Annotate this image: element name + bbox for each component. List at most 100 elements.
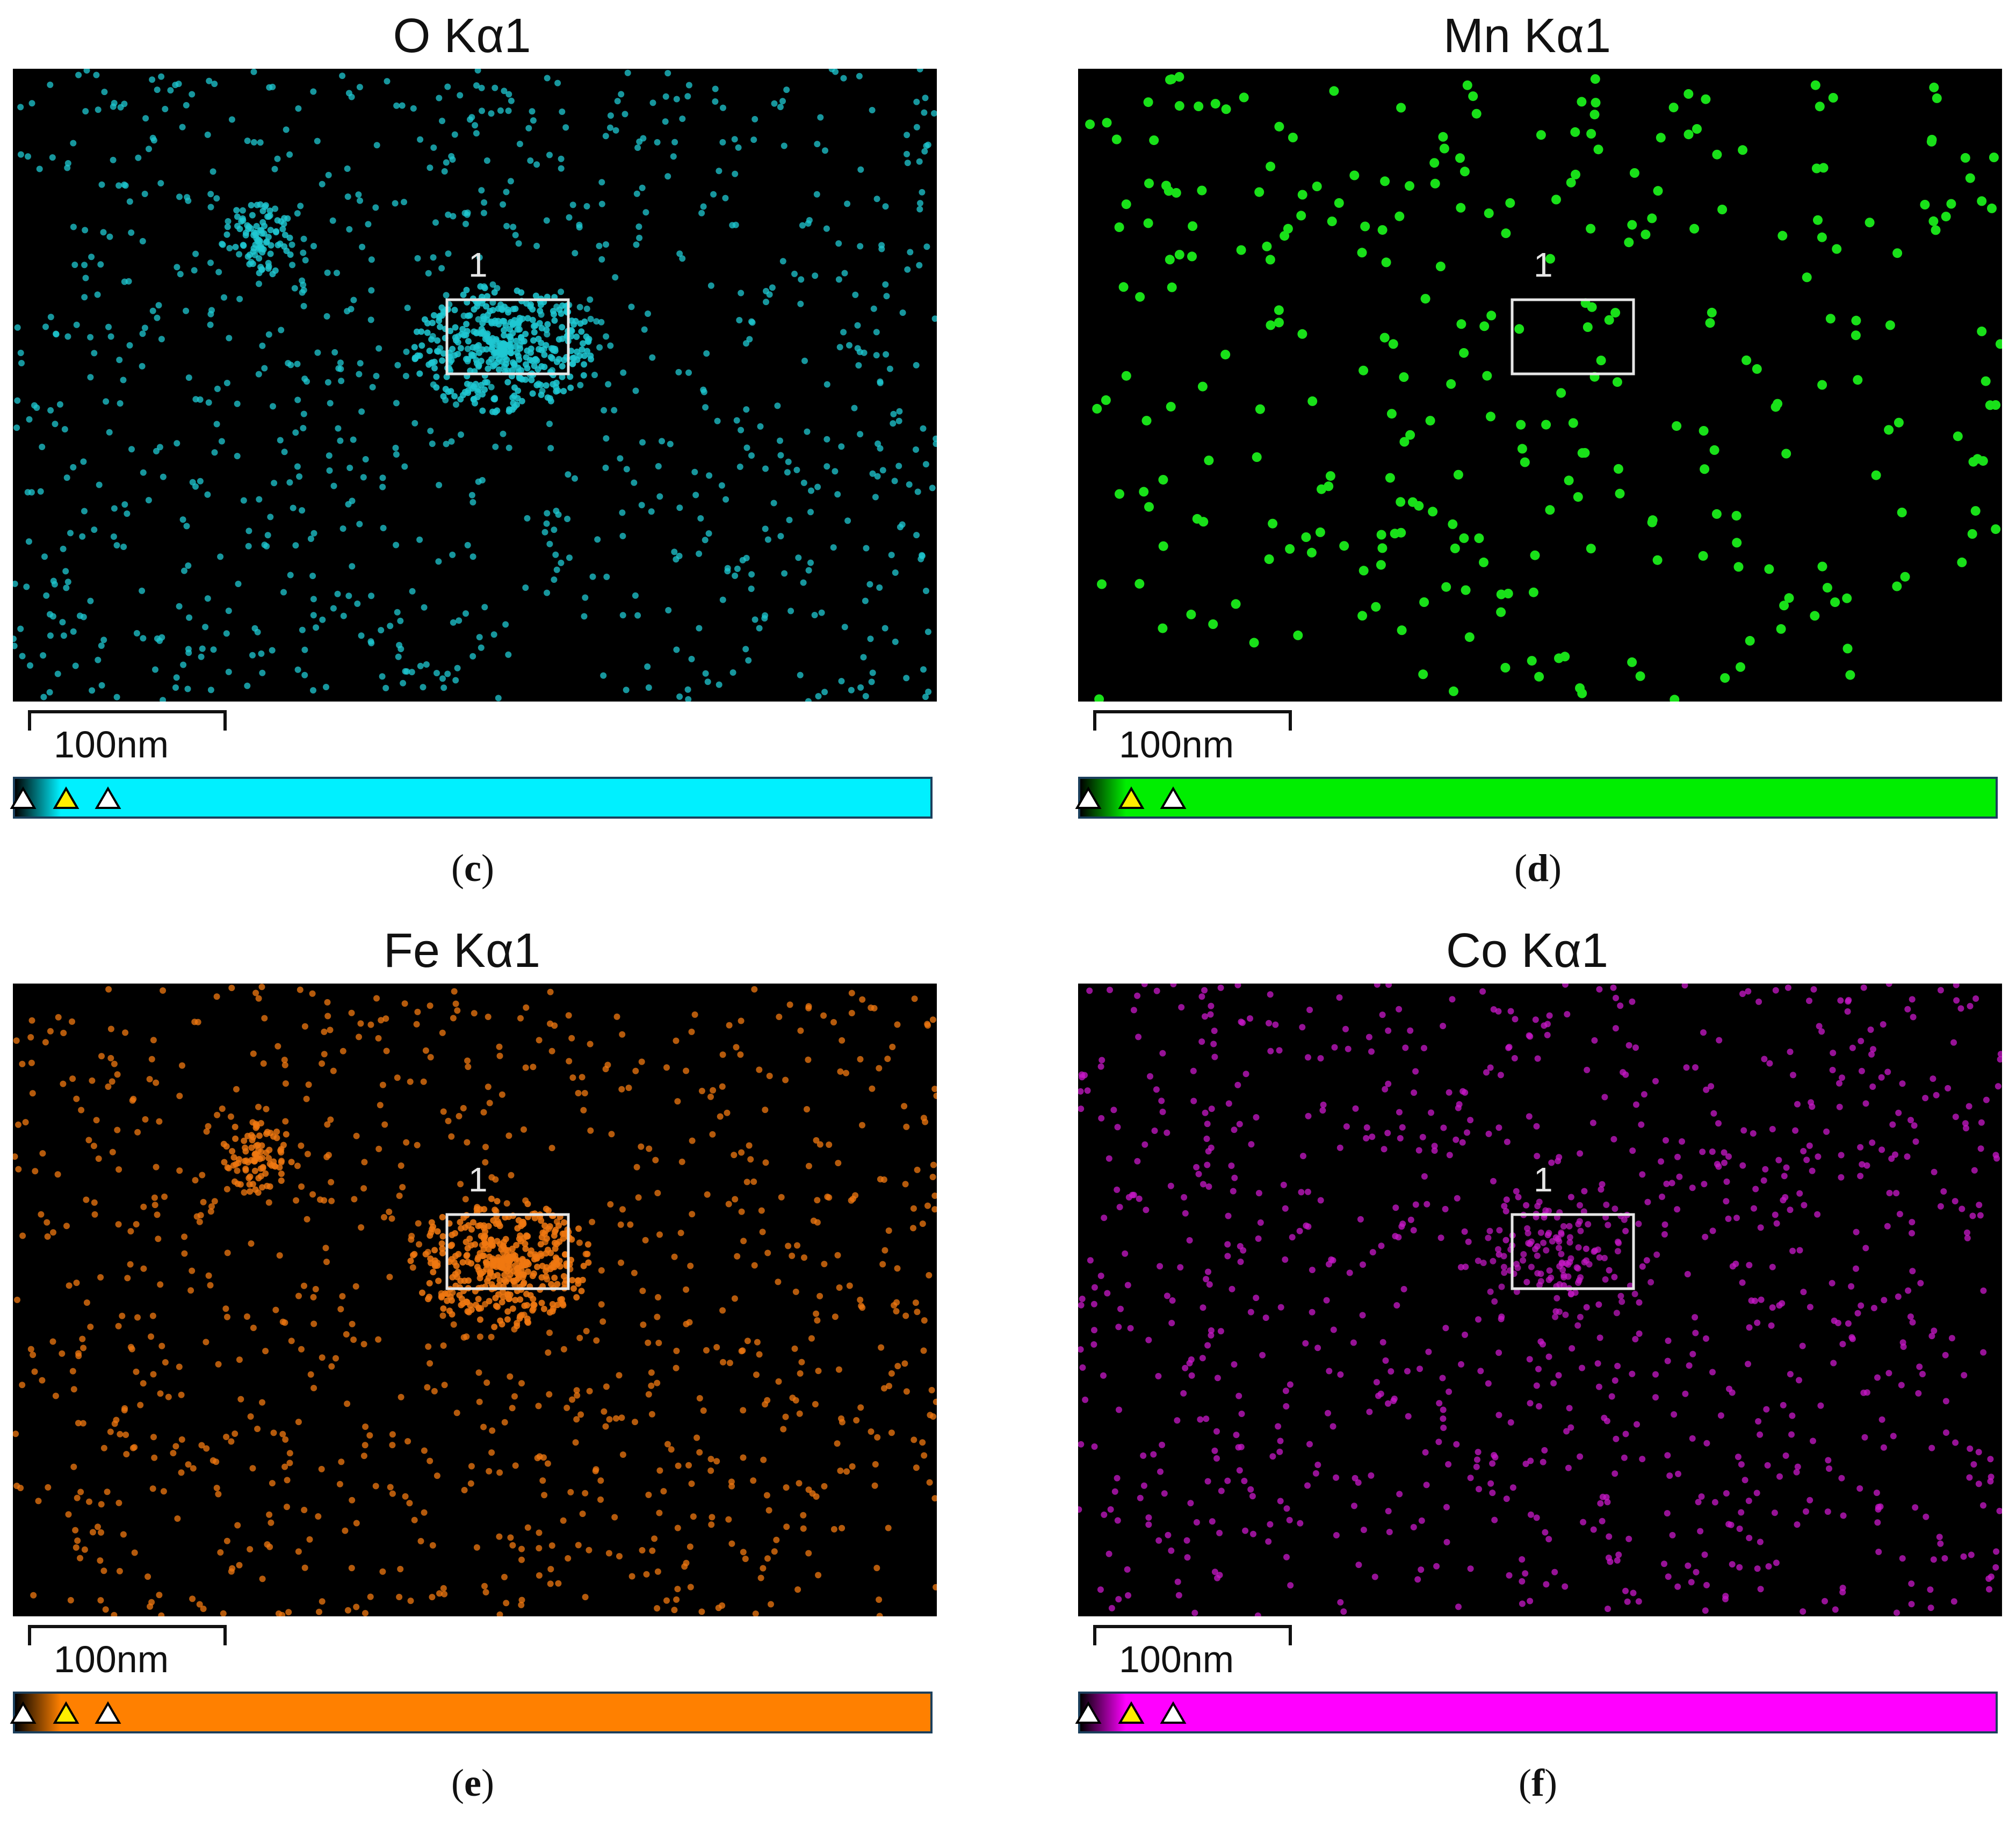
signal-dot <box>452 1253 459 1260</box>
signal-dot <box>1932 93 1942 103</box>
signal-dot <box>1486 411 1495 422</box>
signal-dot <box>1303 1222 1310 1229</box>
signal-dot <box>1567 1291 1574 1298</box>
signal-dot <box>13 642 18 649</box>
signal-dot <box>635 1194 642 1201</box>
signal-dot <box>403 1139 410 1146</box>
signal-dot <box>500 201 507 208</box>
signal-dot <box>1658 1158 1664 1165</box>
signal-dot <box>241 1158 248 1165</box>
signal-dot <box>497 107 504 114</box>
signal-dot <box>263 543 270 550</box>
signal-dot <box>575 1225 582 1232</box>
signal-dot <box>783 86 790 93</box>
signal-dot <box>559 373 566 380</box>
signal-dot <box>440 350 447 357</box>
signal-dot <box>1800 1289 1807 1296</box>
signal-dot <box>86 1498 92 1505</box>
signal-dot <box>1527 656 1537 666</box>
signal-dot <box>1237 1243 1244 1249</box>
signal-dot <box>447 328 454 335</box>
signal-dot <box>884 1056 891 1063</box>
signal-dot <box>18 360 25 366</box>
signal-dot <box>258 650 265 657</box>
signal-dot <box>775 1378 782 1385</box>
signal-dot <box>738 1017 745 1024</box>
signal-dot <box>1859 1161 1866 1168</box>
signal-dot <box>567 384 574 391</box>
signal-dot <box>736 317 743 323</box>
signal-dot <box>1789 1412 1796 1419</box>
signal-dot <box>731 1152 738 1159</box>
signal-dot <box>252 989 259 996</box>
signal-dot <box>1739 1279 1746 1286</box>
signal-dot <box>760 1565 767 1572</box>
signal-dot <box>389 1431 396 1438</box>
signal-dot <box>524 1316 531 1322</box>
signal-dot <box>885 1524 892 1531</box>
signal-dot <box>1575 1244 1582 1251</box>
signal-dot <box>276 1164 283 1171</box>
signal-dot <box>541 529 548 536</box>
signal-dot <box>476 1269 483 1276</box>
signal-dot <box>379 1081 386 1088</box>
signal-dot <box>250 69 257 75</box>
signal-dot <box>597 1477 604 1484</box>
signal-dot <box>678 1158 685 1165</box>
signal-dot <box>913 1464 920 1471</box>
signal-dot <box>823 436 830 443</box>
signal-dot <box>1966 1103 1972 1110</box>
signal-dot <box>469 344 476 351</box>
signal-dot <box>904 132 911 139</box>
signal-dot <box>1701 1181 1708 1188</box>
signal-dot <box>919 1439 926 1446</box>
signal-dot <box>173 674 180 681</box>
signal-dot <box>555 1222 562 1229</box>
signal-dot <box>128 446 135 453</box>
signal-dot <box>921 1317 928 1324</box>
signal-dot <box>849 1463 856 1470</box>
signal-dot <box>600 672 607 679</box>
signal-dot <box>1264 554 1274 564</box>
signal-dot <box>764 1249 771 1256</box>
signal-dot <box>1365 1034 1372 1040</box>
signal-dot <box>241 1189 248 1196</box>
signal-dot <box>430 144 437 151</box>
signal-dot <box>1931 225 1941 235</box>
signal-dot <box>473 130 480 137</box>
signal-dot <box>1474 1456 1480 1463</box>
signal-dot <box>63 584 70 591</box>
signal-dot <box>1874 1374 1881 1381</box>
signal-dot <box>1545 254 1555 264</box>
signal-dot <box>1723 1490 1730 1497</box>
signal-dot <box>365 221 372 228</box>
signal-dot <box>1137 1494 1144 1501</box>
signal-dot <box>1377 1390 1384 1397</box>
signal-dot <box>309 573 316 580</box>
signal-dot <box>524 1524 531 1531</box>
signal-dot <box>468 1226 475 1233</box>
signal-dot <box>487 1268 494 1275</box>
signal-dot <box>1467 1475 1474 1482</box>
signal-dot <box>185 646 192 653</box>
signal-dot <box>698 209 705 216</box>
signal-dot <box>539 1477 546 1484</box>
signal-dot <box>38 1211 45 1218</box>
signal-dot <box>1962 1120 1969 1127</box>
signal-dot <box>1415 1147 1422 1154</box>
signal-dot <box>1371 602 1381 612</box>
signal-dot <box>1566 1234 1573 1241</box>
signal-dot <box>1755 1418 1762 1425</box>
signal-dot <box>1783 1164 1790 1171</box>
signal-dot <box>1500 663 1511 673</box>
signal-dot <box>1577 1274 1584 1281</box>
signal-dot <box>487 308 494 315</box>
map-dots <box>1078 984 2002 1616</box>
signal-dot <box>1208 619 1218 629</box>
signal-dot <box>748 318 755 325</box>
signal-dot <box>566 1058 573 1065</box>
signal-dot <box>517 1296 524 1303</box>
signal-dot <box>561 1251 568 1258</box>
signal-dot <box>1758 1296 1765 1303</box>
signal-dot <box>451 131 458 138</box>
